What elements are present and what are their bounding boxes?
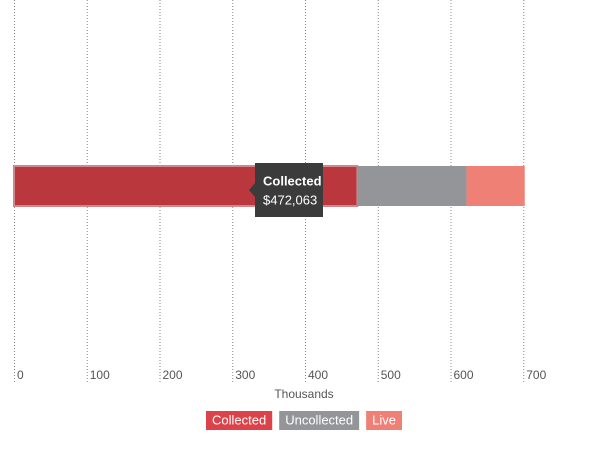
tooltip: Collected $472,063 [249, 163, 323, 217]
legend-item[interactable]: Uncollected [279, 411, 360, 430]
legend-swatch[interactable] [279, 411, 360, 430]
tooltip-title: Collected [263, 173, 322, 188]
x-tick-label: 700 [526, 368, 546, 382]
legend-item[interactable]: Live [366, 411, 402, 430]
bar-segment[interactable] [466, 166, 525, 206]
legend-swatch[interactable] [206, 411, 273, 430]
x-tick-label: 600 [454, 368, 474, 382]
bar-segment[interactable] [357, 166, 467, 206]
x-tick-label: 0 [17, 368, 24, 382]
legend-swatch[interactable] [366, 411, 402, 430]
tooltip-pointer [249, 183, 255, 197]
x-tick-label: 200 [163, 368, 183, 382]
legend-item[interactable]: Collected [206, 411, 273, 430]
x-axis-title: Thousands [274, 387, 333, 401]
tooltip-value: $472,063 [263, 192, 317, 207]
legend-label[interactable]: Uncollected [285, 412, 353, 427]
legend-label[interactable]: Live [372, 412, 396, 427]
legend: Collected Uncollected Live [206, 411, 402, 430]
x-tick-label: 500 [381, 368, 401, 382]
legend-label[interactable]: Collected [212, 412, 266, 427]
x-tick-label: 100 [90, 368, 110, 382]
x-tick-label: 400 [308, 368, 328, 382]
x-tick-label: 300 [235, 368, 255, 382]
tooltip-box [255, 163, 323, 217]
